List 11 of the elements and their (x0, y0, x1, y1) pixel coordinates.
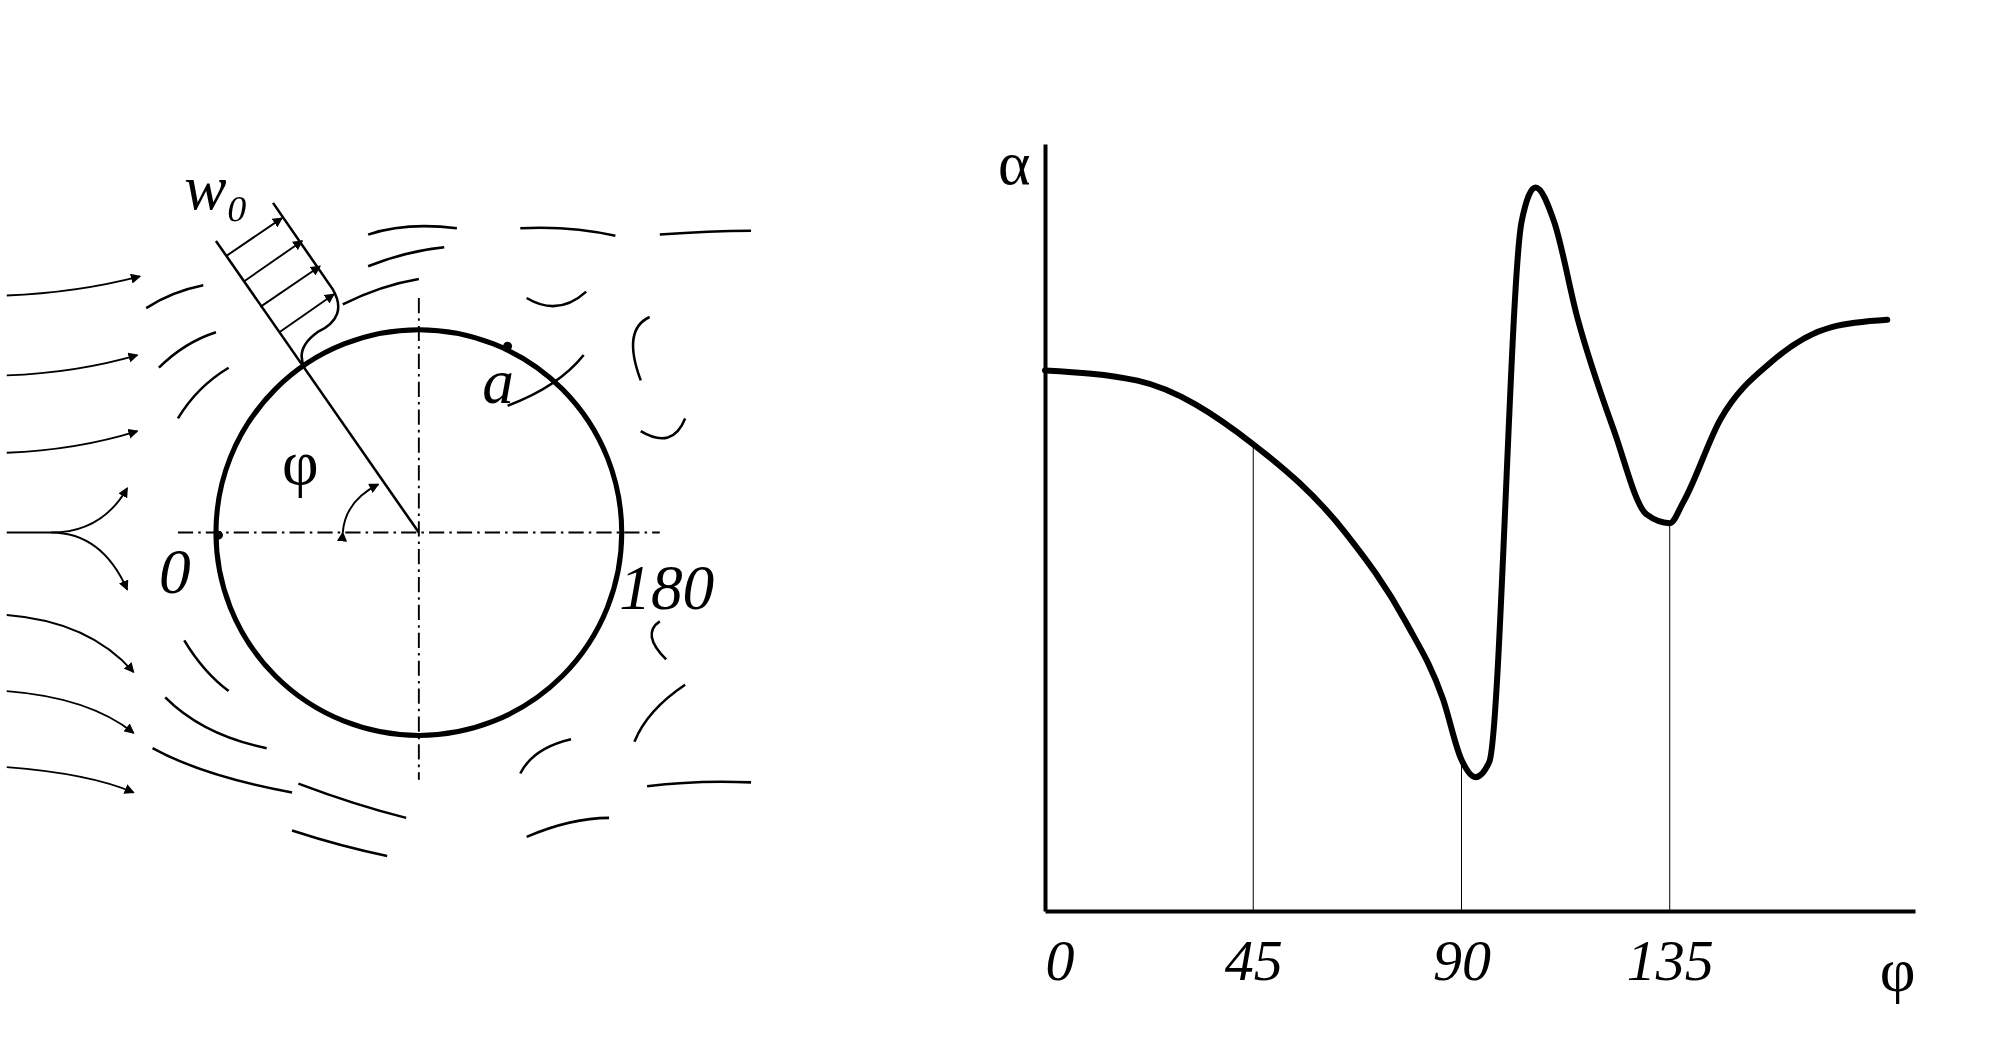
y-axis-title: α (998, 128, 1031, 197)
x-tick-label: 0 (1045, 927, 1075, 993)
x-axis-title: φ (1879, 935, 1916, 1004)
text: a (482, 347, 514, 418)
text: 0 (158, 537, 191, 608)
text: w₀ (184, 153, 249, 224)
x-tick-label: 135 (1626, 927, 1714, 993)
x-tick-label: 45 (1224, 927, 1283, 993)
text: 180 (619, 552, 715, 623)
text: φ (281, 428, 319, 499)
x-tick-label: 90 (1432, 927, 1491, 993)
